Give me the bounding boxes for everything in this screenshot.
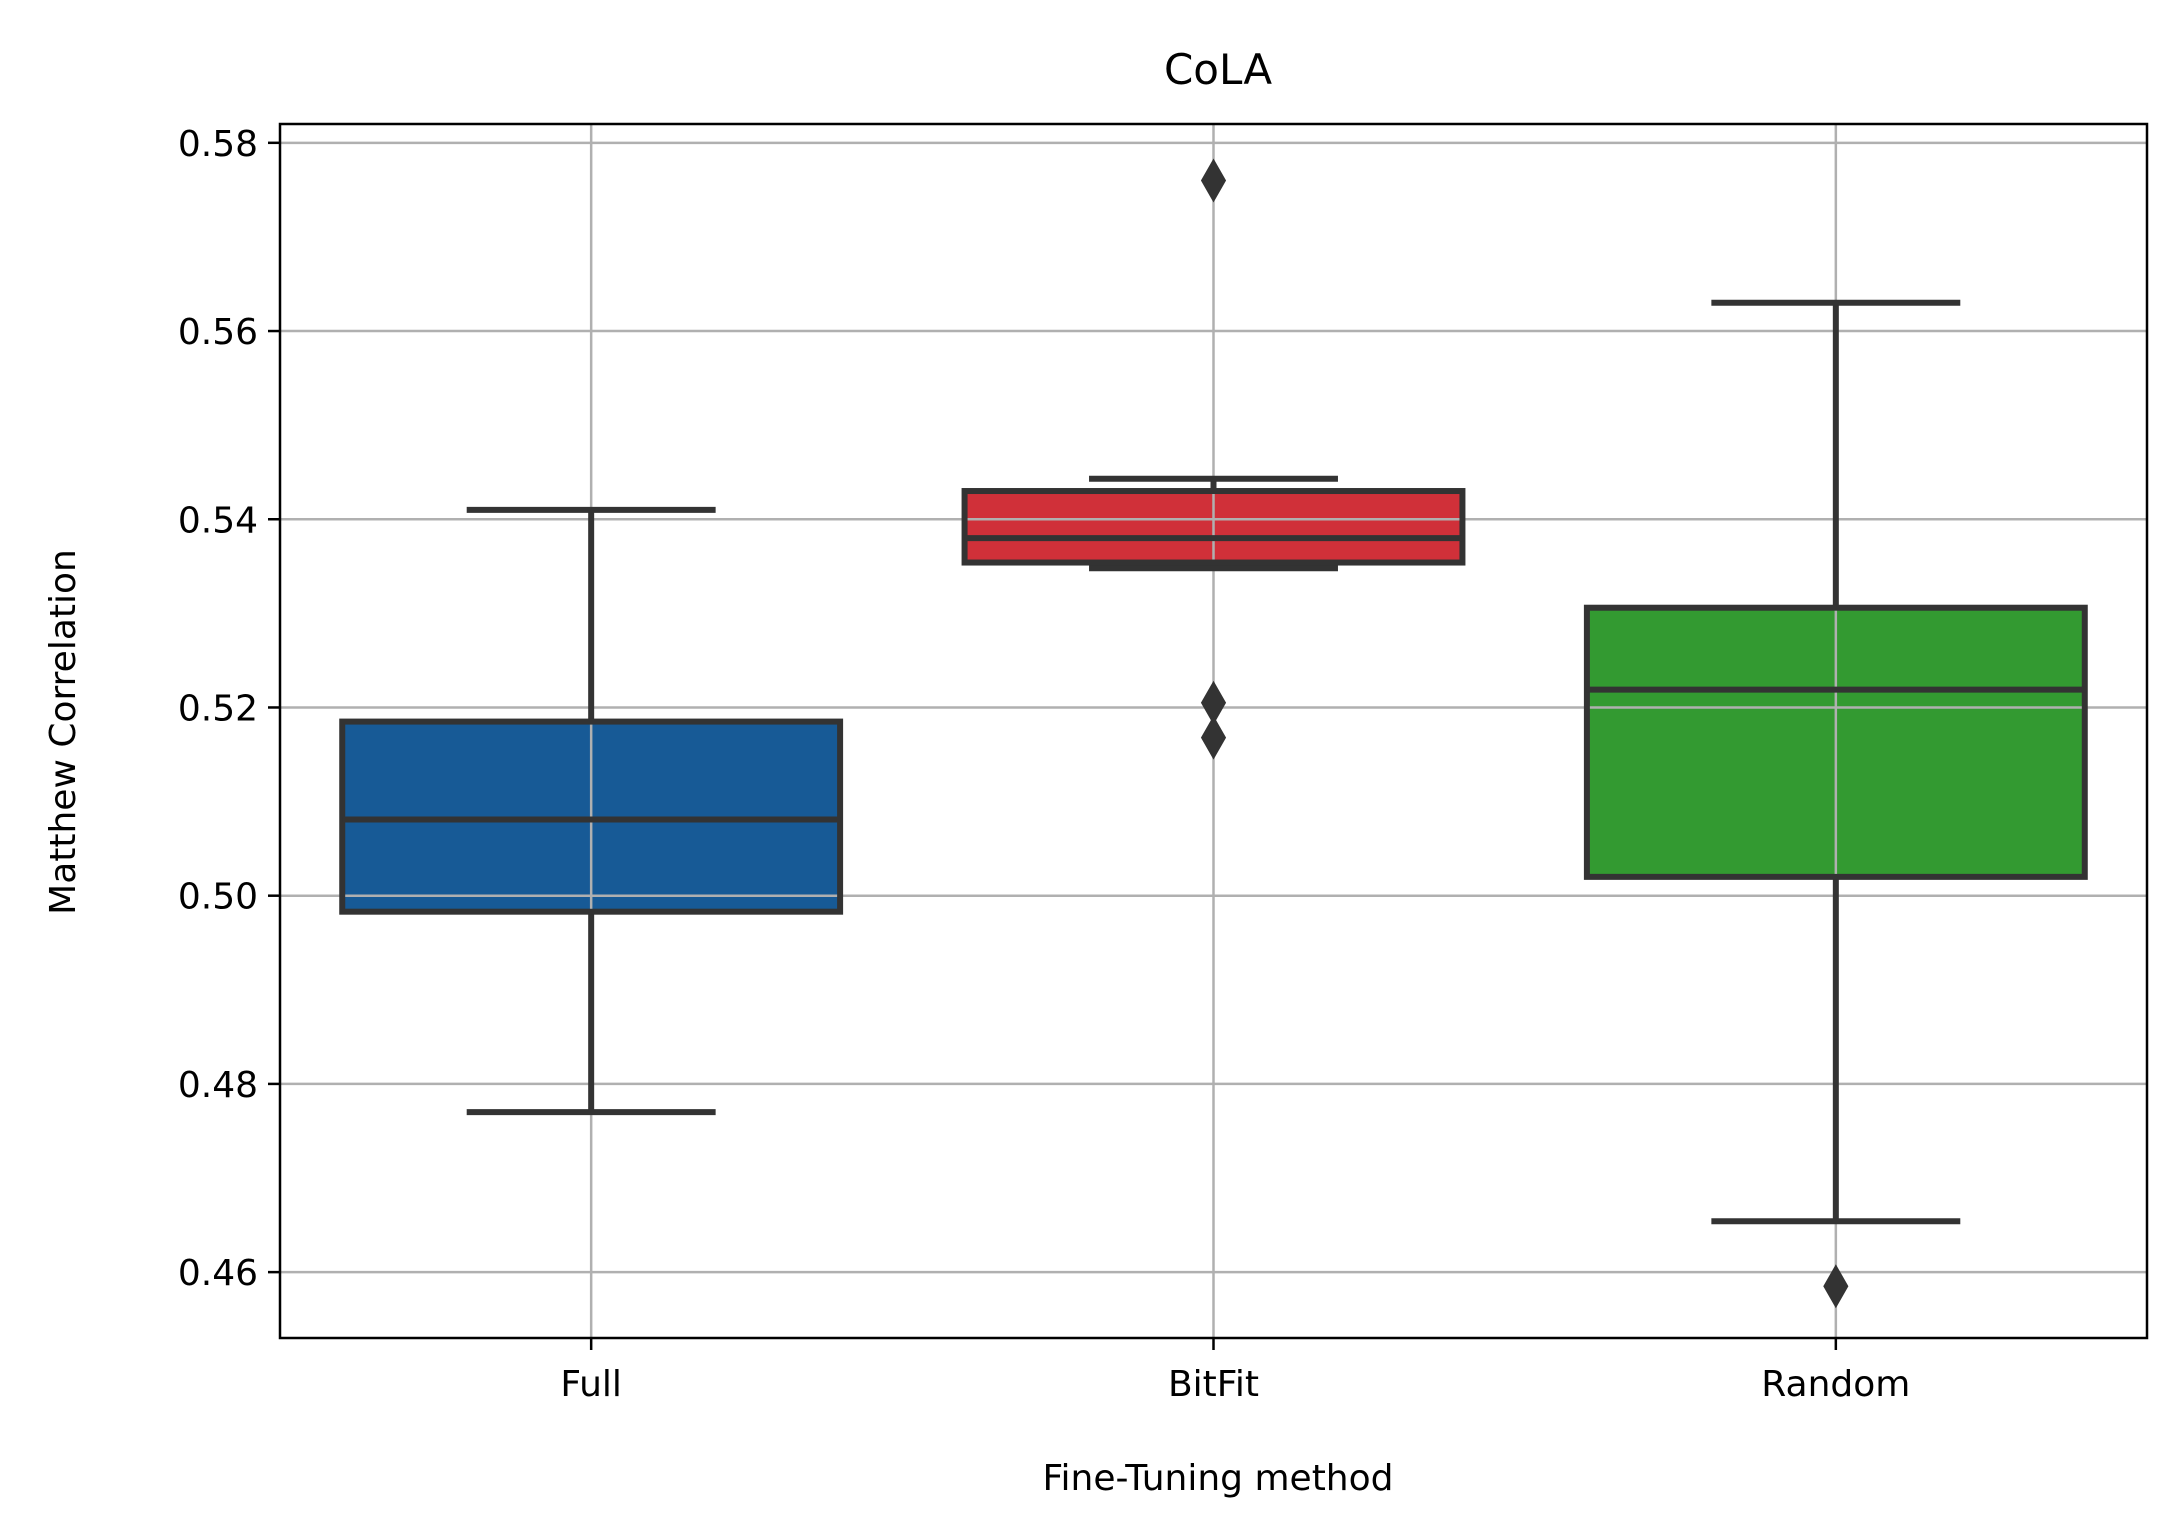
box-bitfit: [961, 158, 1466, 760]
y-axis-label: Matthew Correlation: [43, 549, 84, 915]
x-tick-label: BitFit: [1168, 1364, 1259, 1405]
x-tick-label: Random: [1761, 1364, 1910, 1405]
box-random: [1583, 299, 2088, 1309]
chart-title: CoLA: [1164, 45, 1272, 94]
y-tick-label: 0.56: [178, 312, 258, 353]
x-tick-label: Full: [560, 1364, 622, 1405]
y-tick-label: 0.48: [178, 1065, 258, 1106]
ticks: 0.46 0.48 0.50 0.52 0.54 0.56 0.58 Full BitFit Ra…: [178, 124, 1911, 1405]
box-full: [339, 506, 844, 1116]
y-tick-label: 0.46: [178, 1253, 258, 1294]
outlier-point: [1823, 1264, 1849, 1309]
y-tick-label: 0.54: [178, 500, 258, 541]
y-tick-label: 0.58: [178, 124, 258, 165]
y-tick-label: 0.52: [178, 688, 258, 729]
boxes: [339, 158, 2088, 1309]
outlier-point: [1200, 715, 1227, 760]
x-axis-label: Fine-Tuning method: [1042, 1458, 1393, 1499]
outlier-point: [1200, 158, 1227, 203]
y-tick-label: 0.50: [178, 877, 258, 918]
